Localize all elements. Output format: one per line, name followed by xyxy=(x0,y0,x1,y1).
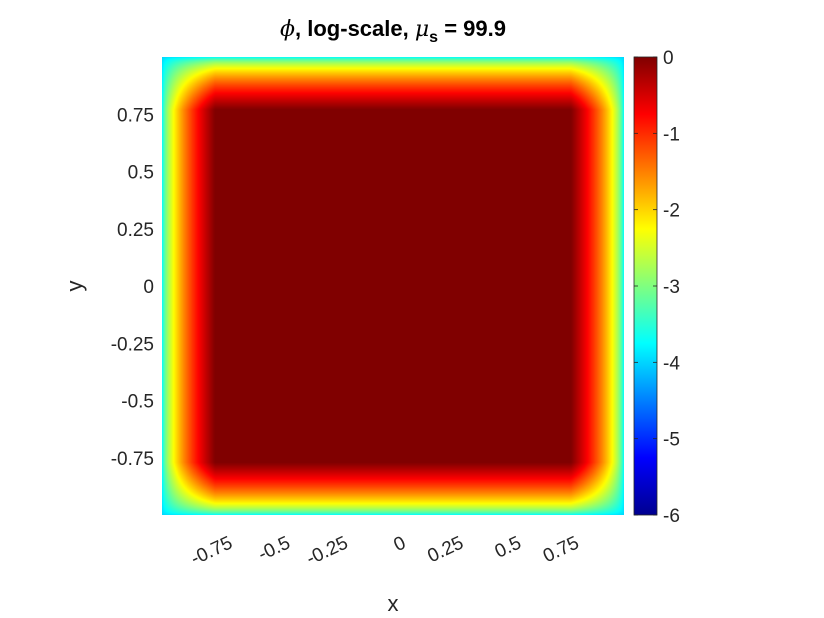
colorbar-tick-label: -3 xyxy=(663,277,680,298)
colorbar-tick-label: -5 xyxy=(663,430,680,451)
title-phi-symbol: ϕ xyxy=(280,17,295,42)
y-tick-label: -0.5 xyxy=(121,392,154,413)
x-tick-label: -0.5 xyxy=(255,532,294,565)
colorbar-ticks: 0 -1 -2 -3 -4 -5 -6 xyxy=(634,48,680,527)
heatmap-image-holder xyxy=(162,57,624,515)
y-tick-label: -0.25 xyxy=(111,334,154,355)
x-tick-label: -0.25 xyxy=(303,532,351,569)
title-mu-subscript: s xyxy=(429,29,438,46)
x-axis-ticks: -0.75 -0.5 -0.25 0 0.25 0.5 0.75 xyxy=(188,532,583,569)
y-tick-label: 0.75 xyxy=(117,105,154,126)
title-mu-symbol: μ xyxy=(415,17,429,42)
title-tail: = 99.9 xyxy=(438,16,506,41)
y-tick-label: 0 xyxy=(143,277,154,298)
colorbar: 0 -1 -2 -3 -4 -5 -6 xyxy=(633,48,680,527)
x-tick-label: 0.75 xyxy=(540,532,582,567)
heatmap-plot-area xyxy=(162,57,624,515)
x-tick-label: 0.5 xyxy=(492,532,525,562)
y-tick-label: -0.75 xyxy=(111,449,154,470)
y-axis-label: y xyxy=(62,281,87,292)
y-tick-label: 0.25 xyxy=(117,220,154,241)
colorbar-tick-label: -6 xyxy=(663,506,680,527)
y-axis-ticks: 0.75 0.5 0.25 0 -0.25 -0.5 -0.75 xyxy=(111,105,154,470)
x-tick-label: -0.75 xyxy=(188,532,236,569)
heatmap-image xyxy=(162,57,624,515)
chart-title: ϕ, log-scale, μs = 99.9 xyxy=(280,16,506,46)
colorbar-tick-label: 0 xyxy=(663,48,674,69)
y-tick-label: 0.5 xyxy=(128,163,154,184)
x-tick-label: 0 xyxy=(391,532,409,556)
colorbar-tick-label: -1 xyxy=(663,124,680,145)
title-middle: , log-scale, xyxy=(295,16,415,41)
colorbar-tick-label: -2 xyxy=(663,201,680,222)
x-axis-label: x xyxy=(388,591,399,616)
colorbar-tick-label: -4 xyxy=(663,353,680,374)
x-tick-label: 0.25 xyxy=(424,532,466,567)
